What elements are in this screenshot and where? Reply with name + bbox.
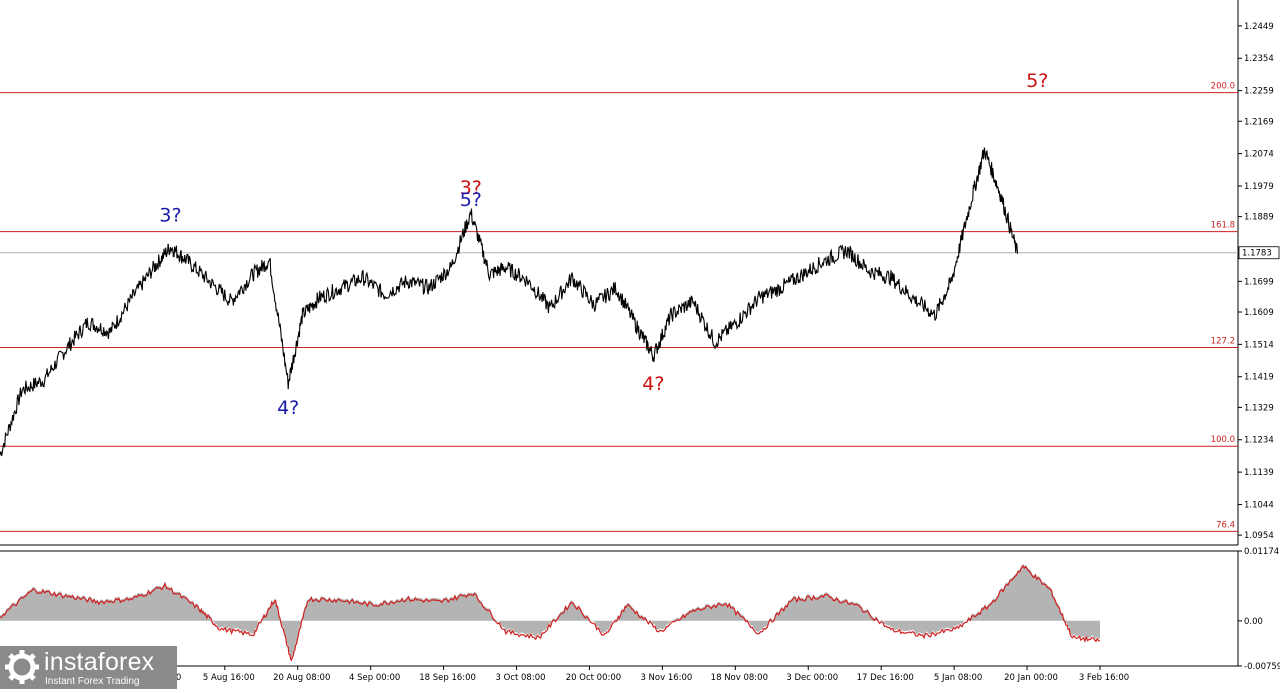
- y-tick-label: 1.2074: [1244, 150, 1274, 160]
- wave-label: 5?: [460, 189, 482, 211]
- y-tick-label: 1.2169: [1244, 117, 1274, 127]
- oscillator-histogram: [0, 563, 1100, 659]
- x-tick-label: 20 Jan 00:00: [1004, 673, 1058, 683]
- y-tick-label: 1.1609: [1244, 308, 1274, 318]
- y-tick-label: 1.1419: [1244, 373, 1274, 383]
- x-tick-label: 3 Nov 16:00: [640, 673, 692, 683]
- y-tick-label: 1.1699: [1244, 277, 1274, 287]
- gear-logo-icon: [5, 650, 39, 684]
- fib-label: 100.0: [1211, 435, 1235, 445]
- osc-tick-label: 0.01174: [1244, 547, 1279, 557]
- logo-brand: instaforex: [44, 648, 155, 676]
- y-tick-label: 1.1889: [1244, 213, 1274, 223]
- current-price-badge: [1238, 246, 1280, 260]
- y-tick-label: 1.1979: [1244, 182, 1274, 192]
- x-tick-label: 20 Oct 00:00: [566, 673, 621, 683]
- y-tick-label: 1.2354: [1244, 54, 1274, 64]
- wave-label: 3?: [460, 177, 482, 199]
- wave-label: 4?: [642, 373, 664, 395]
- oscillator-signal-line: [0, 564, 1100, 662]
- x-tick-label: 18 Nov 08:00: [711, 673, 768, 683]
- y-tick-label: 1.1044: [1244, 500, 1274, 510]
- y-tick-label: 1.0954: [1244, 531, 1274, 541]
- x-tick-label: 3 Oct 08:00: [496, 673, 546, 683]
- y-tick-label: 1.1329: [1244, 403, 1274, 413]
- x-tick-label: 4 Sep 00:00: [349, 673, 400, 683]
- current-price-label: 1.1783: [1242, 249, 1272, 259]
- x-tick-label: 18 Sep 16:00: [419, 673, 476, 683]
- logo-badge: instaforex Instant Forex Trading: [0, 646, 177, 689]
- wave-label: 3?: [159, 204, 181, 226]
- x-tick-label: 5 Jan 08:00: [934, 673, 982, 683]
- y-tick-label: 1.1139: [1244, 468, 1274, 478]
- fib-label: 76.4: [1216, 520, 1235, 530]
- fib-label: 200.0: [1211, 82, 1235, 92]
- y-tick-label: 1.1234: [1244, 436, 1274, 446]
- x-tick-label: 3 Dec 00:00: [786, 673, 838, 683]
- y-tick-label: 1.2259: [1244, 87, 1274, 97]
- fib-label: 127.2: [1211, 336, 1235, 346]
- wave-label: 4?: [277, 397, 299, 419]
- x-tick-label: 17 Dec 16:00: [857, 673, 914, 683]
- x-tick-label: 5 Aug 16:00: [203, 673, 255, 683]
- y-tick-label: 1.1514: [1244, 340, 1274, 350]
- x-tick-label: 3 Feb 16:00: [1079, 673, 1129, 683]
- y-tick-label: 1.2449: [1244, 22, 1274, 32]
- logo-tagline: Instant Forex Trading: [45, 676, 140, 687]
- fib-label: 161.8: [1211, 221, 1235, 231]
- wave-label: 5?: [1026, 70, 1048, 92]
- price-series: [0, 147, 1019, 457]
- osc-tick-label: -0.00759: [1244, 662, 1280, 672]
- osc-tick-label: 0.00: [1244, 617, 1263, 627]
- x-tick-label: 20 Aug 08:00: [273, 673, 330, 683]
